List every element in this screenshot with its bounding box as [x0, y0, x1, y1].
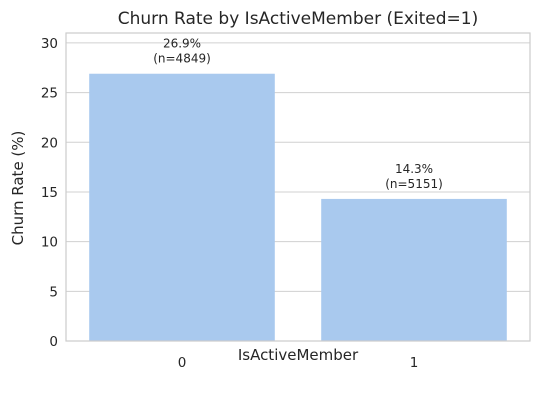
x-tick-label: 1 — [410, 355, 419, 371]
data-label-count: (n=5151) — [385, 177, 443, 191]
chart-title: Churn Rate by IsActiveMember (Exited=1) — [118, 9, 478, 29]
y-tick-label: 10 — [41, 235, 58, 251]
y-tick-labels: 0 5 10 15 20 25 30 — [41, 36, 58, 350]
y-tick-label: 15 — [41, 185, 58, 201]
x-tick-label: 0 — [178, 355, 187, 371]
y-tick-label: 20 — [41, 135, 58, 151]
data-label-count: (n=4849) — [153, 52, 211, 66]
y-tick-label: 25 — [41, 86, 58, 102]
y-tick-label: 0 — [49, 334, 58, 350]
bar-1 — [321, 199, 507, 341]
y-tick-label: 5 — [49, 284, 58, 300]
y-tick-label: 30 — [41, 36, 58, 52]
bars — [89, 74, 507, 341]
y-axis-label: Churn Rate (%) — [9, 131, 27, 246]
data-label-rate: 14.3% — [395, 162, 433, 176]
bar-0 — [89, 74, 275, 341]
x-axis-label: IsActiveMember — [238, 346, 359, 364]
data-label-rate: 26.9% — [163, 37, 201, 51]
